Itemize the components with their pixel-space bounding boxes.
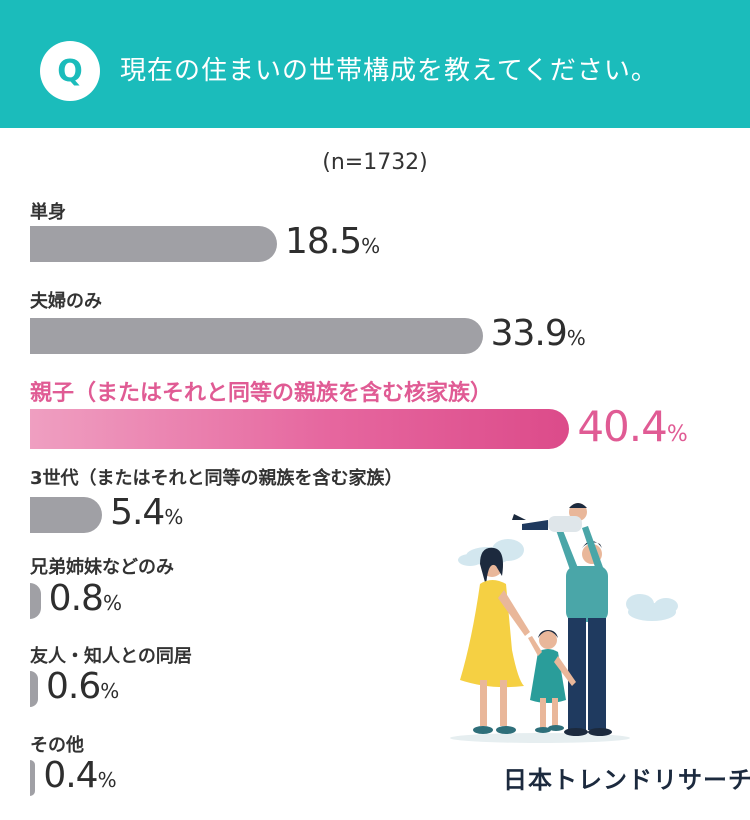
bar — [30, 583, 41, 619]
percent-unit: % — [100, 679, 120, 703]
value-label: 0.8% — [49, 578, 122, 619]
bar — [30, 760, 36, 796]
category-label: 友人・知人との同居 — [30, 646, 192, 667]
mother-figure — [460, 547, 530, 734]
value-number: 18.5 — [284, 221, 362, 262]
category-label: 単身 — [30, 202, 66, 223]
value-number: 33.9 — [490, 313, 568, 354]
percent-unit: % — [97, 768, 117, 792]
value-number: 5.4 — [110, 492, 165, 533]
walking-child-figure — [528, 630, 576, 733]
question-header: Q 現在の住まいの世帯構成を教えてください。 — [0, 0, 750, 128]
question-text: 現在の住まいの世帯構成を教えてください。 — [120, 56, 658, 86]
value-label: 40.4% — [577, 402, 687, 451]
bar — [30, 497, 103, 533]
father-figure — [556, 526, 612, 736]
bar — [30, 318, 483, 354]
family-illustration — [450, 503, 678, 743]
category-label: 兄弟姉妹などのみ — [30, 557, 174, 578]
cloud-right-icon — [626, 594, 678, 621]
bar — [30, 671, 38, 707]
q-badge: Q — [40, 41, 100, 101]
brand-logo: 日本トレンドリサーチ — [503, 766, 750, 794]
percent-unit: % — [102, 591, 122, 615]
value-label: 0.6% — [46, 666, 119, 707]
value-number: 0.8 — [48, 578, 104, 619]
value-label: 33.9% — [491, 313, 586, 354]
value-label: 0.4% — [43, 755, 116, 796]
sample-size: (n=1732) — [322, 150, 428, 175]
value-number: 40.4 — [577, 402, 668, 451]
bar — [30, 226, 277, 262]
bar — [30, 409, 570, 449]
value-number: 0.4 — [43, 755, 98, 796]
value-label: 5.4% — [110, 492, 183, 533]
percent-unit: % — [164, 505, 184, 529]
percent-unit: % — [361, 234, 381, 258]
category-label: 親子（またはそれと同等の親族を含む核家族） — [30, 381, 493, 406]
value-label: 18.5% — [285, 221, 380, 262]
category-label: その他 — [30, 735, 84, 756]
percent-unit: % — [566, 326, 586, 350]
lifted-child-figure — [512, 503, 587, 532]
category-label: 夫婦のみ — [30, 291, 102, 312]
value-number: 0.6 — [46, 666, 101, 707]
category-label: 3世代（またはそれと同等の親族を含む家族） — [30, 468, 403, 489]
percent-unit: % — [666, 422, 688, 447]
